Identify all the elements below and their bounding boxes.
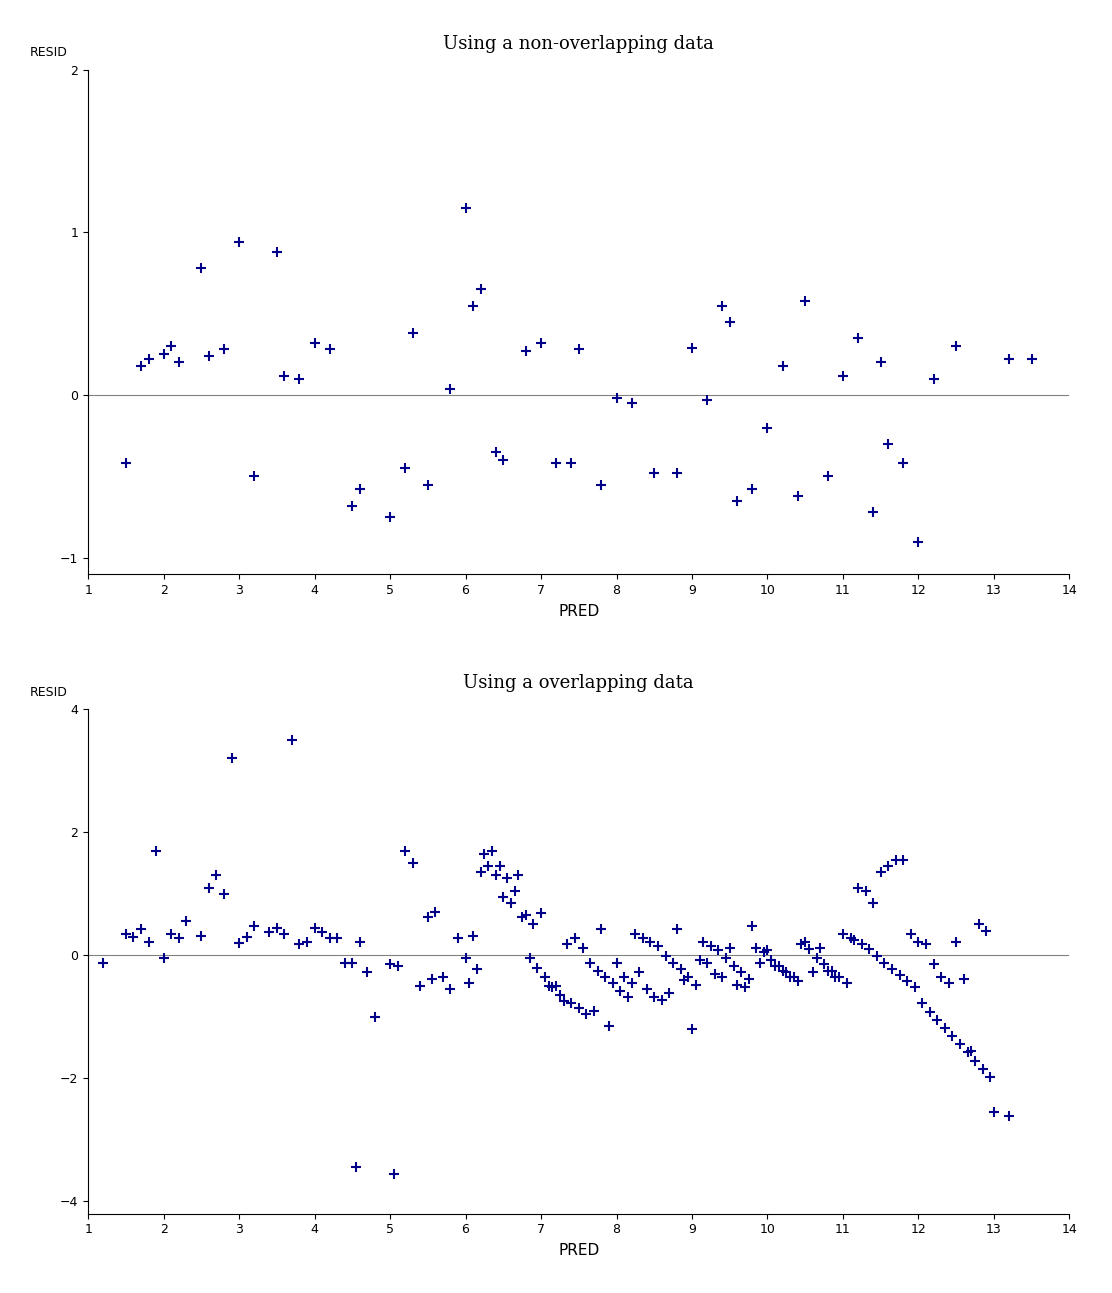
Title: Using a overlapping data: Using a overlapping data (464, 674, 694, 692)
Y-axis label: RESID: RESID (30, 687, 68, 700)
Title: Using a non-overlapping data: Using a non-overlapping data (444, 35, 714, 53)
X-axis label: PRED: PRED (558, 1244, 599, 1258)
X-axis label: PRED: PRED (558, 604, 599, 619)
Y-axis label: RESID: RESID (30, 47, 68, 59)
